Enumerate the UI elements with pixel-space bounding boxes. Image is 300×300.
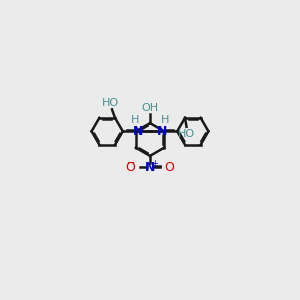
Text: OH: OH <box>141 103 159 112</box>
Text: O: O <box>125 161 135 174</box>
Text: N: N <box>133 125 143 138</box>
Text: H: H <box>130 115 139 125</box>
Text: N: N <box>145 161 155 174</box>
Text: −: − <box>127 158 135 168</box>
Text: O: O <box>164 161 174 174</box>
Text: H: H <box>161 115 170 125</box>
Text: N: N <box>157 125 167 138</box>
Text: HO: HO <box>102 98 119 108</box>
Text: HO: HO <box>178 129 195 139</box>
Text: +: + <box>151 159 158 168</box>
